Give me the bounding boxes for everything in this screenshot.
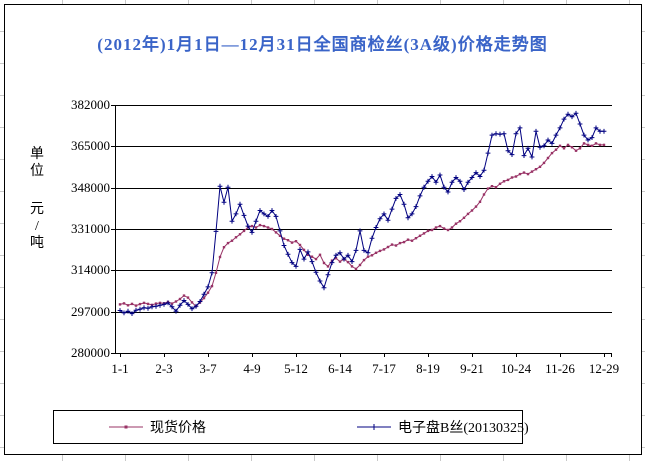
legend-label: 电子盘B丝(20130325) bbox=[398, 421, 529, 436]
chart-title: (2012年)1月1日—12月31日全国商检丝(3A级)价格走势图 bbox=[97, 35, 548, 54]
spreadsheet-gridline-stubs-right bbox=[641, 0, 645, 461]
y-unit-char: / bbox=[35, 219, 39, 234]
x-tick-label: 2-3 bbox=[155, 361, 173, 376]
y-tick-label: 280000 bbox=[71, 345, 110, 360]
x-tick-label: 8-19 bbox=[416, 361, 440, 376]
x-tick-label: 6-14 bbox=[328, 361, 352, 376]
x-tick-label: 9-21 bbox=[460, 361, 484, 376]
x-tick-label: 3-7 bbox=[199, 361, 217, 376]
legend-label: 现货价格 bbox=[150, 421, 206, 436]
y-unit-char: 元 bbox=[30, 202, 44, 217]
y-tick-label: 365000 bbox=[71, 138, 110, 153]
legend-entry-electronic: 电子盘B丝(20130325) bbox=[357, 411, 529, 443]
y-tick-label: 348000 bbox=[71, 180, 110, 195]
spreadsheet-gridline-stubs-bottom bbox=[0, 455, 645, 461]
y-tick-label: 297000 bbox=[71, 304, 110, 319]
legend-entry-spot: 现货价格 bbox=[109, 411, 206, 443]
x-tick-label: 5-12 bbox=[284, 361, 308, 376]
spreadsheet-gridline-stubs-top bbox=[0, 0, 645, 4]
x-tick-label: 12-29 bbox=[588, 361, 620, 376]
y-unit-char: 位 bbox=[30, 164, 44, 179]
y-unit-char: 单 bbox=[30, 147, 44, 162]
y-unit-char: 吨 bbox=[30, 236, 44, 251]
electronic-series-line-icon bbox=[357, 424, 391, 430]
x-tick-label: 10-24 bbox=[500, 361, 532, 376]
x-tick-label: 1-1 bbox=[111, 361, 129, 376]
spot-series-line-icon bbox=[109, 425, 143, 429]
y-tick-label: 331000 bbox=[71, 221, 110, 236]
spreadsheet-gridline-stubs-left bbox=[0, 0, 4, 461]
x-tick-label: 7-17 bbox=[372, 361, 396, 376]
x-tick-label: 11-26 bbox=[545, 361, 575, 376]
y-axis-unit-label: 单 位 元 / 吨 bbox=[24, 146, 50, 252]
y-tick-label: 382000 bbox=[71, 97, 110, 112]
chart-legend: 现货价格 电子盘B丝(20130325) bbox=[53, 410, 529, 444]
y-tick-label: 314000 bbox=[71, 262, 110, 277]
x-tick-label: 4-9 bbox=[243, 361, 261, 376]
